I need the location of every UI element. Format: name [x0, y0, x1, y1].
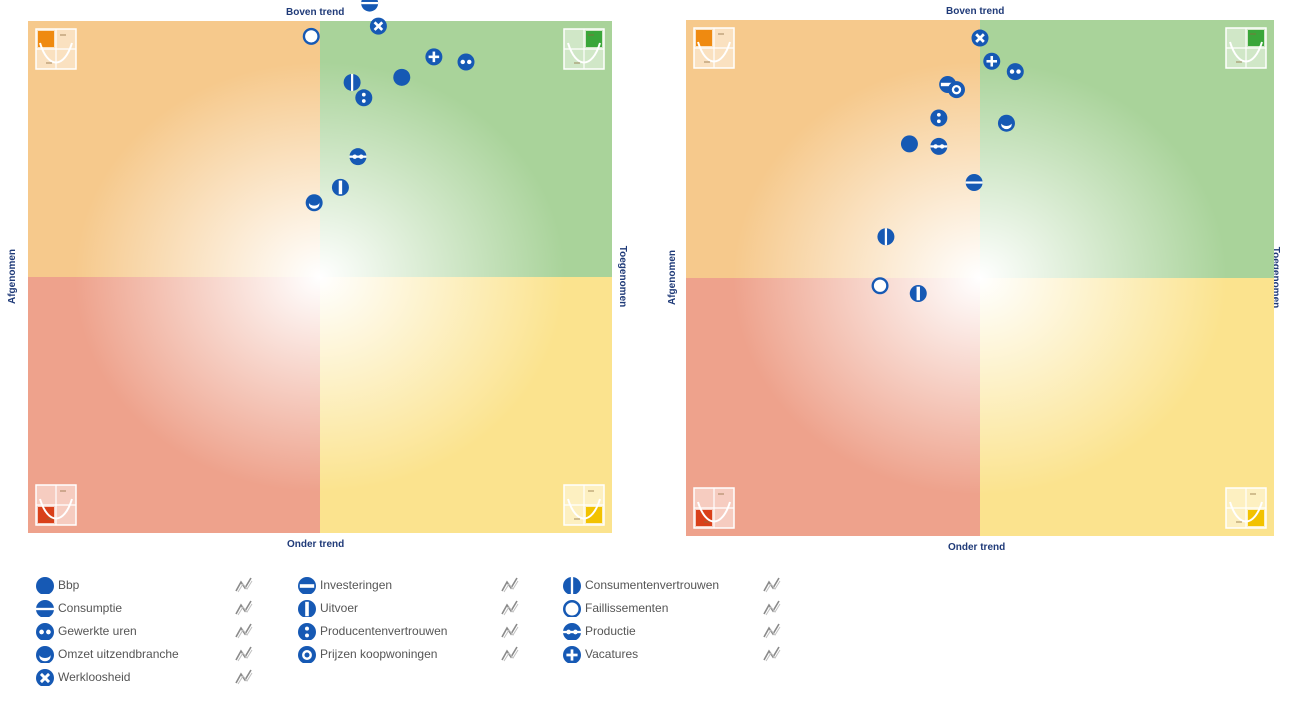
trend-line-icon[interactable] — [762, 599, 782, 617]
data-point-producentenvertrouwen — [930, 109, 948, 127]
legend-symbol-icon — [298, 600, 316, 617]
axis-label-top: Boven trend — [286, 7, 345, 18]
data-point-vacatures — [425, 48, 443, 66]
legend-label: Bbp — [58, 578, 80, 592]
legend-symbol-icon — [36, 577, 54, 594]
legend-label: Uitvoer — [320, 601, 359, 615]
trend-cycle-orange-icon — [693, 27, 735, 69]
data-point-vacatures — [983, 52, 1001, 70]
data-point-consumptie — [965, 174, 983, 192]
trend-cycle-yellow-icon — [563, 484, 605, 526]
legend-symbol-icon — [563, 646, 581, 663]
legend-label: Prijzen koopwoningen — [320, 647, 438, 661]
trend-line-icon[interactable] — [762, 645, 782, 663]
trend-line-icon[interactable] — [500, 576, 520, 594]
quadrant-chart-right: Boven trend Onder trend Afgenomen Toegen… — [660, 0, 1295, 558]
trend-line-icon[interactable] — [234, 622, 254, 640]
legend-item: Vacatures — [561, 644, 638, 664]
legend-item: Uitvoer — [296, 598, 358, 618]
legend-item: Faillissementen — [561, 598, 668, 618]
legend-item: Gewerkte uren — [34, 621, 137, 641]
data-point-bbp — [393, 68, 411, 86]
legend-item: Consumentenvertrouwen — [561, 575, 719, 595]
data-point-productie — [349, 148, 367, 166]
trend-line-icon[interactable] — [234, 645, 254, 663]
data-point-faillissementen — [302, 27, 320, 45]
data-point-gewerkte-uren — [457, 53, 475, 71]
legend-symbol-icon — [563, 623, 581, 640]
data-point-werkloosheid — [369, 17, 387, 35]
chart-plot — [28, 0, 612, 533]
trend-cycle-red-icon — [693, 487, 735, 529]
axis-label-top: Boven trend — [946, 6, 1005, 17]
legend-item: Werkloosheid — [34, 667, 130, 687]
legend-item: Consumptie — [34, 598, 122, 618]
legend-label: Faillissementen — [585, 601, 669, 615]
quadrant-chart-left: Boven trend Onder trend Afgenomen Toegen… — [0, 0, 640, 556]
data-point-consumentenvertrouwen — [343, 73, 361, 91]
data-point-producentenvertrouwen — [355, 89, 373, 107]
trend-line-icon[interactable] — [762, 622, 782, 640]
trend-line-icon[interactable] — [234, 668, 254, 686]
legend-label: Vacatures — [585, 647, 639, 661]
legend-label: Gewerkte uren — [58, 624, 137, 638]
trend-line-icon[interactable] — [500, 599, 520, 617]
data-point-consumptie — [361, 0, 379, 12]
legend-symbol-icon — [298, 577, 316, 594]
chart-plot — [686, 20, 1274, 536]
data-point-bbp — [900, 135, 918, 153]
legend-label: Consumptie — [58, 601, 123, 615]
data-point-prijzen-koopwoningen — [947, 81, 965, 99]
legend-label: Consumentenvertrouwen — [585, 578, 720, 592]
data-point-werkloosheid — [971, 29, 989, 47]
legend-symbol-icon — [563, 577, 581, 594]
legend-label: Investeringen — [320, 578, 393, 592]
legend-symbol-icon — [36, 600, 54, 617]
legend-label: Productie — [585, 624, 636, 638]
center-glow — [733, 61, 1227, 495]
axis-label-bottom: Onder trend — [948, 542, 1006, 553]
legend-item: Investeringen — [296, 575, 392, 595]
legend-item: Omzet uitzendbranche — [34, 644, 179, 664]
center-glow — [74, 61, 566, 493]
legend-item: Producentenvertrouwen — [296, 621, 447, 641]
trend-line-icon[interactable] — [762, 576, 782, 594]
legend-label: Werkloosheid — [58, 670, 131, 684]
data-point-productie — [930, 137, 948, 155]
data-point-omzet-uitzendbranche — [997, 114, 1015, 132]
axis-label-bottom: Onder trend — [287, 539, 345, 550]
trend-cycle-red-icon — [35, 484, 77, 526]
trend-cycle-green-icon — [1225, 27, 1267, 69]
data-point-consumentenvertrouwen — [877, 228, 895, 246]
trend-line-icon[interactable] — [234, 599, 254, 617]
trend-line-icon[interactable] — [234, 576, 254, 594]
legend-label: Omzet uitzendbranche — [58, 647, 179, 661]
trend-line-icon[interactable] — [500, 622, 520, 640]
legend-item: Prijzen koopwoningen — [296, 644, 437, 664]
data-point-gewerkte-uren — [1006, 63, 1024, 81]
legend: Bbp Consumptie Gewerkte uren Omzet uitzendb… — [34, 575, 834, 705]
legend-symbol-icon — [36, 669, 54, 686]
legend-symbol-icon — [298, 623, 316, 640]
data-point-faillissementen — [871, 277, 889, 295]
legend-symbol-icon — [563, 600, 581, 617]
data-point-omzet-uitzendbranche — [305, 194, 323, 212]
legend-symbol-icon — [298, 646, 316, 663]
trend-line-icon[interactable] — [500, 645, 520, 663]
data-point-uitvoer — [331, 178, 349, 196]
legend-label: Producentenvertrouwen — [320, 624, 448, 638]
trend-cycle-green-icon — [563, 28, 605, 70]
legend-symbol-icon — [36, 623, 54, 640]
legend-symbol-icon — [36, 646, 54, 663]
data-point-uitvoer — [909, 284, 927, 302]
trend-cycle-yellow-icon — [1225, 487, 1267, 529]
trend-cycle-orange-icon — [35, 28, 77, 70]
legend-item: Productie — [561, 621, 636, 641]
legend-item: Bbp — [34, 575, 79, 595]
